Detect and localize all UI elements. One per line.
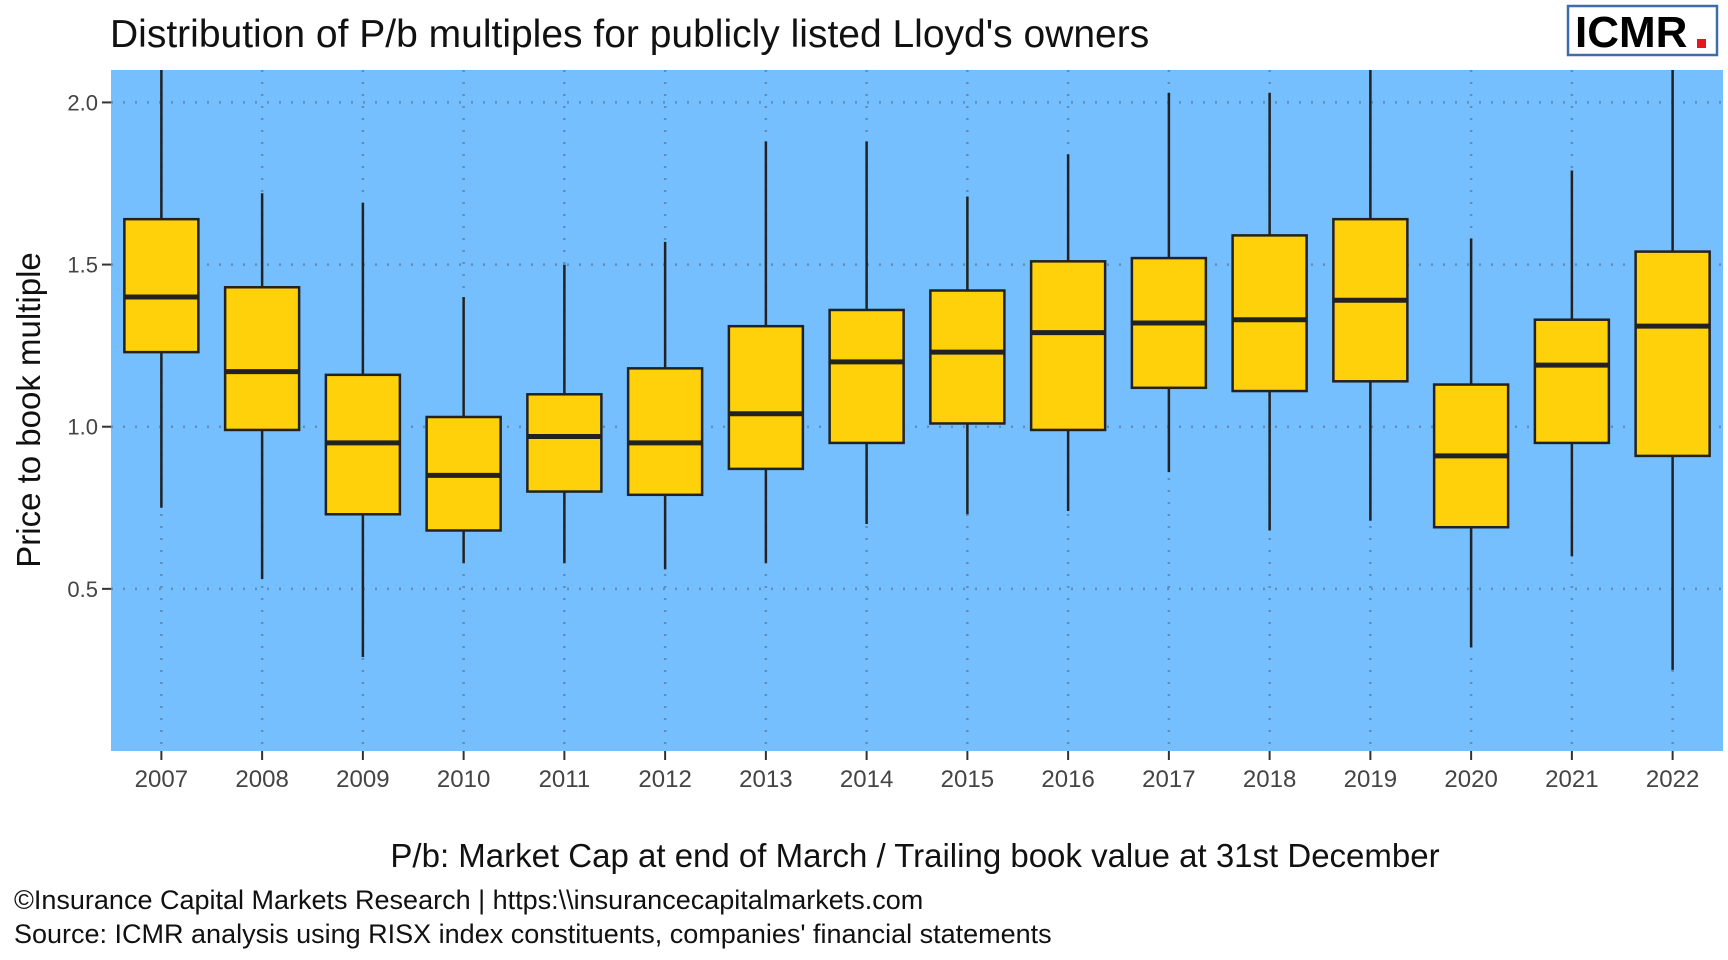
x-tick-label: 2018 (1243, 766, 1296, 793)
x-tick-label: 2022 (1646, 766, 1699, 793)
x-tick-label: 2010 (437, 766, 490, 793)
y-tick-label: 1.5 (67, 253, 98, 278)
box-iqr (1634, 250, 1711, 458)
x-axis: 2007 2008 2009 2010 2011 2012 2013 2014 2015 2016… (135, 751, 1699, 793)
x-tick-label: 2014 (840, 766, 893, 793)
box-iqr (123, 217, 200, 354)
icmr-logo: ICMR (1566, 4, 1719, 57)
x-tick-label: 2016 (1041, 766, 1094, 793)
box-iqr (1533, 318, 1611, 445)
box-iqr (929, 289, 1006, 425)
svg-text:ICMR: ICMR (1575, 8, 1687, 57)
x-tick-label: 2017 (1142, 766, 1195, 793)
x-tick-label: 2008 (235, 766, 288, 793)
y-tick-label: 2.0 (67, 90, 98, 115)
box-iqr (1231, 234, 1308, 393)
y-axis: 0.5 1.0 1.5 2.0 (67, 90, 111, 602)
x-axis-label: P/b: Market Cap at end of March / Traili… (390, 837, 1439, 874)
y-axis-label: Price to book multiple (10, 252, 47, 567)
x-tick-label: 2007 (135, 766, 188, 793)
box-iqr (727, 324, 805, 471)
x-tick-label: 2011 (539, 766, 591, 793)
x-tick-label: 2020 (1444, 766, 1497, 793)
boxes (123, 70, 1711, 670)
x-tick-label: 2009 (336, 766, 389, 793)
y-tick-label: 1.0 (67, 415, 98, 440)
box-iqr (1029, 260, 1107, 432)
box-iqr (223, 286, 301, 432)
footer-source: Source: ICMR analysis using RISX index c… (14, 919, 1052, 949)
x-tick-label: 2012 (638, 766, 691, 793)
box-iqr (626, 367, 704, 497)
x-tick-label: 2015 (941, 766, 994, 793)
box-iqr (828, 308, 905, 445)
x-tick-label: 2013 (739, 766, 792, 793)
footer-copyright: ©Insurance Capital Markets Research | ht… (14, 885, 923, 915)
x-tick-label: 2019 (1344, 766, 1397, 793)
y-tick-label: 0.5 (67, 577, 98, 602)
chart-title: Distribution of P/b multiples for public… (110, 13, 1149, 56)
gridlines (111, 70, 1723, 751)
box-iqr (526, 393, 603, 493)
x-tick-label: 2021 (1545, 766, 1598, 793)
